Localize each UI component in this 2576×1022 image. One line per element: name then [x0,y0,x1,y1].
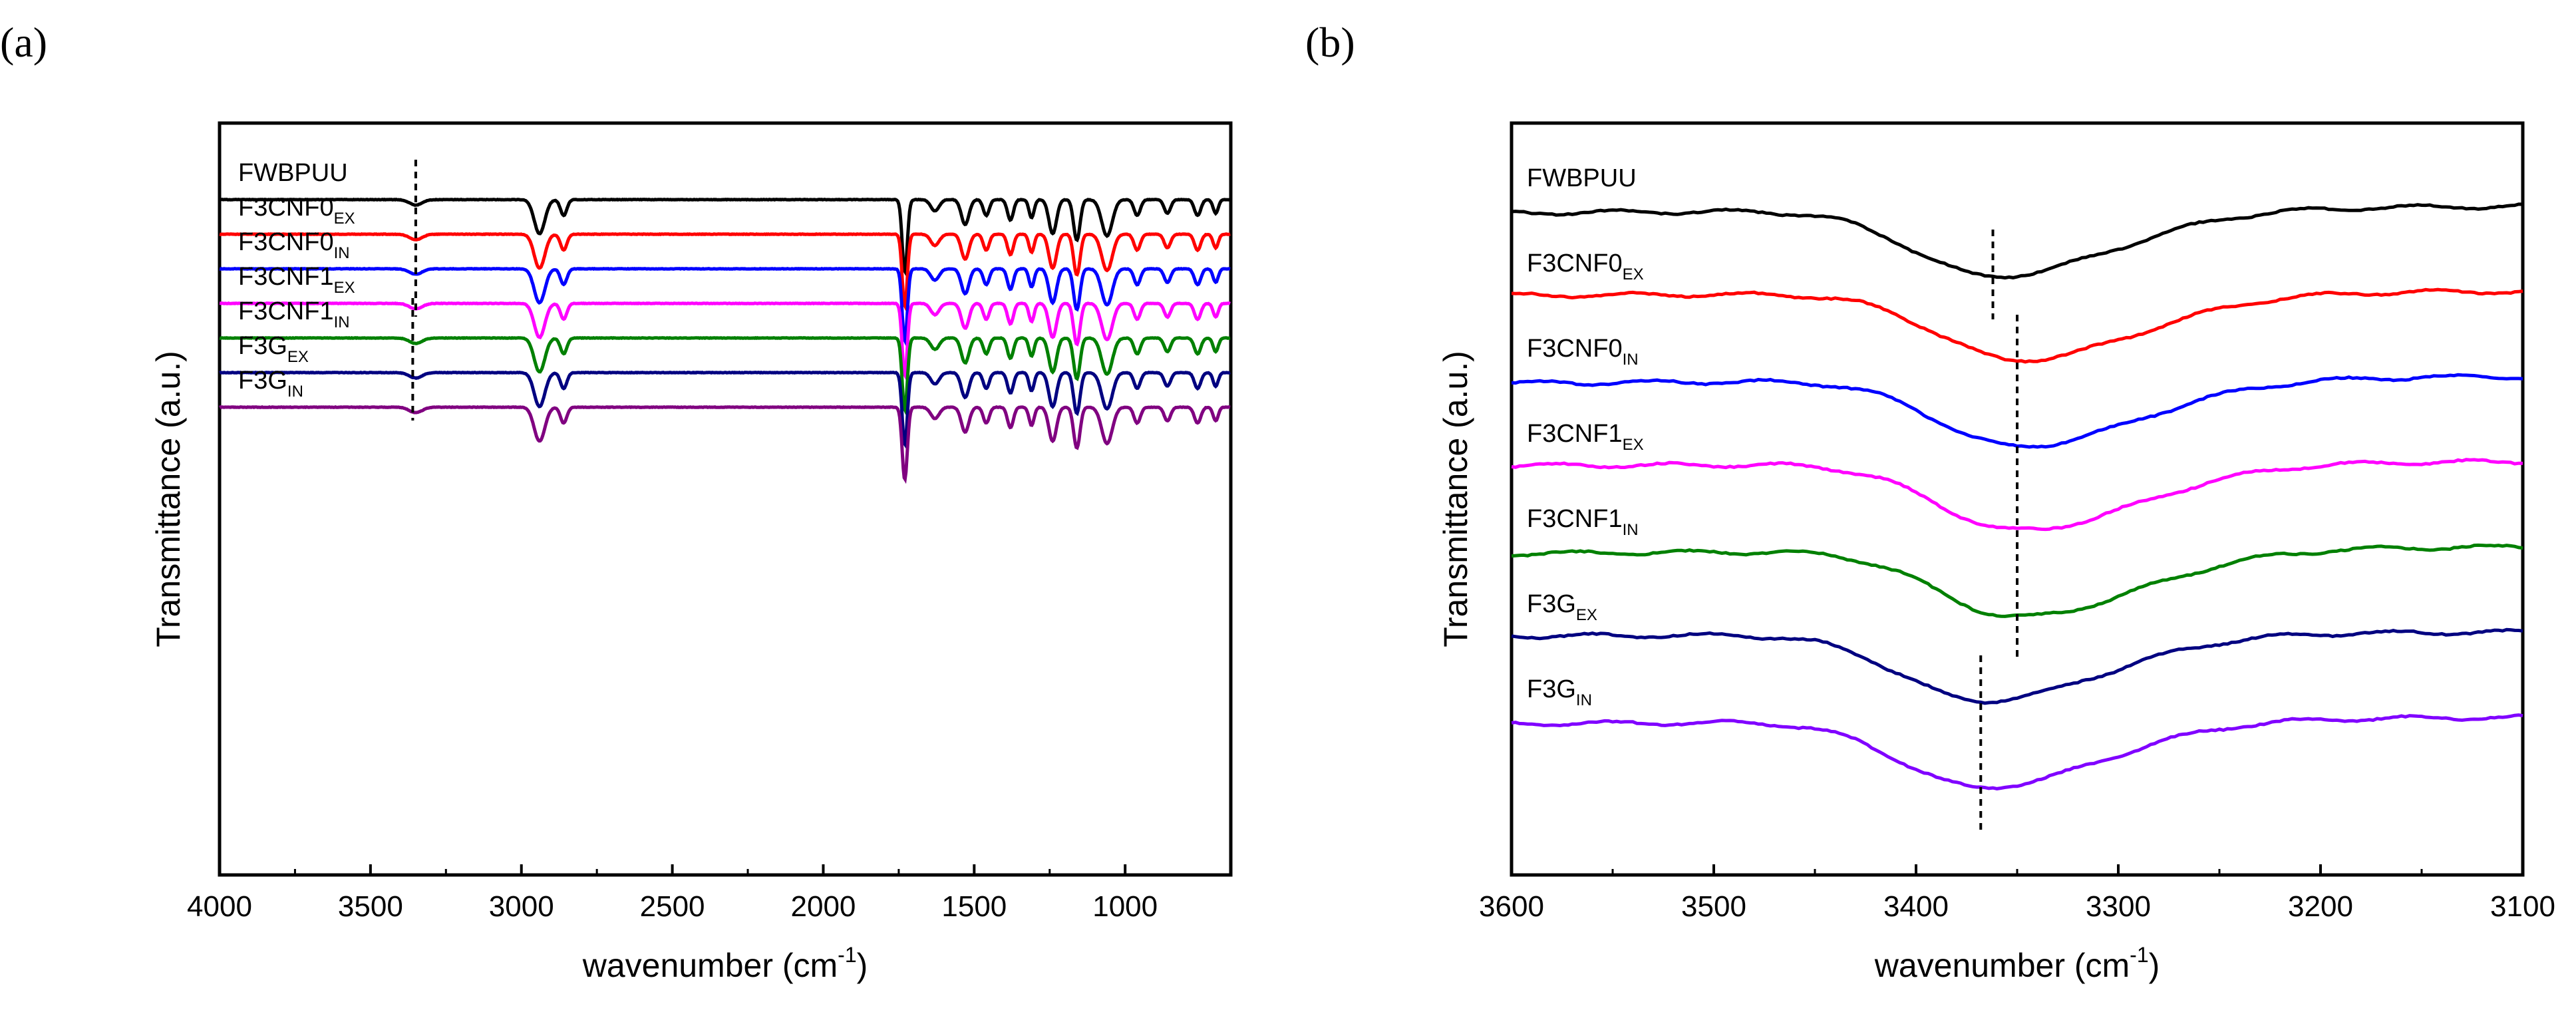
x-tick-label: 2000 [791,890,856,923]
y-axis-label-b: Transmittance (a.u.) [1437,351,1474,647]
series-labels-b: FWBPUU F3CNF0EX F3CNF0IN F3CNF1EX F3CNF1IN F3… [1527,164,1644,709]
series-label: F3GEX [1527,590,1597,624]
series-label: F3CNF1EX [238,263,355,297]
series-line-f3g-ex [1511,627,2523,705]
x-ticks-b: 3600 3500 3400 3300 3200 3100 [1479,864,2555,923]
x-axis-label-a: wavenumber (cm-1) [582,943,868,984]
series-label: FWBPUU [238,159,348,187]
series-label: F3GIN [1527,675,1592,709]
x-tick-label: 3500 [1681,890,1746,923]
panel-label-a: (a) [0,19,47,66]
series-line-f3cnf0-ex [1511,287,2523,364]
series-label: F3GEX [238,332,309,366]
chart-a: (a) 4000 3500 3000 2500 2000 1500 1000 FWBPUU F… [0,19,1233,984]
x-tick-label: 4000 [187,890,252,923]
x-tick-label: 3100 [2490,890,2555,923]
series-label: FWBPUU [1527,164,1637,192]
series-line-fwbpuu [219,198,1231,277]
series-lines-b [1511,202,2523,790]
series-line-f3g-in [1511,713,2523,790]
x-tick-label: 1500 [941,890,1007,923]
dashed-markers-b [1979,230,2018,830]
x-axis-label-b: wavenumber (cm-1) [1874,943,2160,984]
series-line-f3cnf1-ex [219,301,1231,381]
x-tick-label: 1000 [1092,890,1158,923]
dashed-markers-a [411,160,417,421]
x-tick-label: 3300 [2086,890,2151,923]
x-tick-label: 3600 [1479,890,1544,923]
panel-label-b: (b) [1305,19,1355,66]
plot-frame-a [218,121,1233,877]
series-label: F3CNF0EX [1527,250,1644,283]
series-labels-a: FWBPUUF3CNF0EXF3CNF0INF3CNF1EXF3CNF1INF3… [238,159,355,401]
series-line-f3g-in [219,405,1231,484]
y-axis-label-a: Transmittance (a.u.) [150,351,187,647]
x-ticks-a: 4000 3500 3000 2500 2000 1500 1000 [187,864,1158,923]
series-line-f3cnf0-ex [219,232,1231,312]
series-line-f3cnf1-ex [1511,458,2523,532]
series-line-f3cnf0-in [219,266,1231,347]
x-tick-label: 2500 [640,890,705,923]
series-label: F3GIN [238,367,303,401]
series-line-f3cnf1-in [219,335,1231,416]
chart-b: (b) 3600 3500 3400 3300 3200 3100 FWBPUU F3CNF… [1305,19,2555,984]
series-label: F3CNF0IN [1527,335,1639,369]
x-tick-label: 3500 [338,890,403,923]
series-label: F3CNF1IN [238,297,350,331]
series-line-f3g-ex [219,370,1231,449]
series-label: F3CNF1EX [1527,420,1644,454]
series-label: F3CNF0EX [238,194,355,228]
series-label: F3CNF0IN [238,228,350,262]
x-tick-label: 3200 [2288,890,2353,923]
x-tick-label: 3400 [1883,890,1949,923]
series-lines-a [219,198,1231,484]
series-label: F3CNF1IN [1527,505,1639,539]
series-line-f3cnf0-in [1511,373,2523,449]
x-tick-label: 3000 [489,890,554,923]
series-line-fwbpuu [1511,202,2523,280]
